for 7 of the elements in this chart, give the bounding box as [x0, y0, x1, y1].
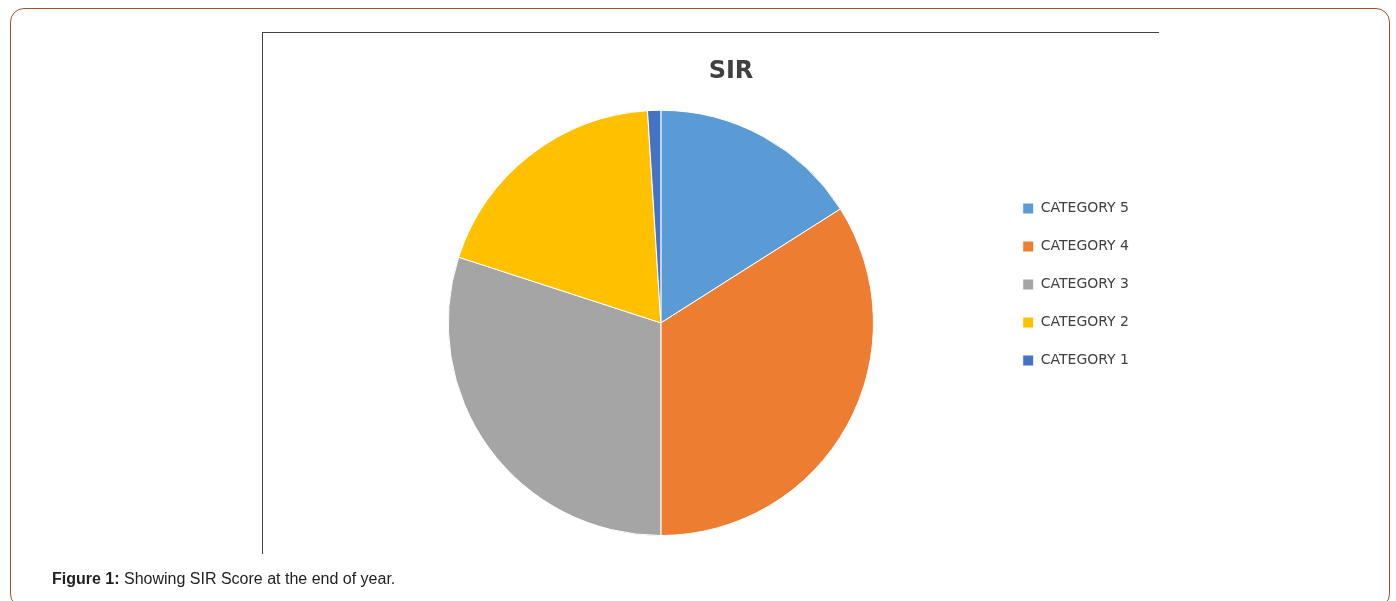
legend-label: CATEGORY 2 — [1040, 313, 1130, 330]
legend-label: CATEGORY 4 — [1040, 237, 1130, 254]
caption: Figure 1: Showing SIR Score at the end of year. — [52, 570, 396, 588]
legend-label: CATEGORY 1 — [1040, 351, 1130, 368]
legend-label: CATEGORY 3 — [1040, 275, 1130, 292]
legend-label: CATEGORY 5 — [1040, 199, 1130, 216]
chart-title: SIR — [708, 55, 754, 84]
